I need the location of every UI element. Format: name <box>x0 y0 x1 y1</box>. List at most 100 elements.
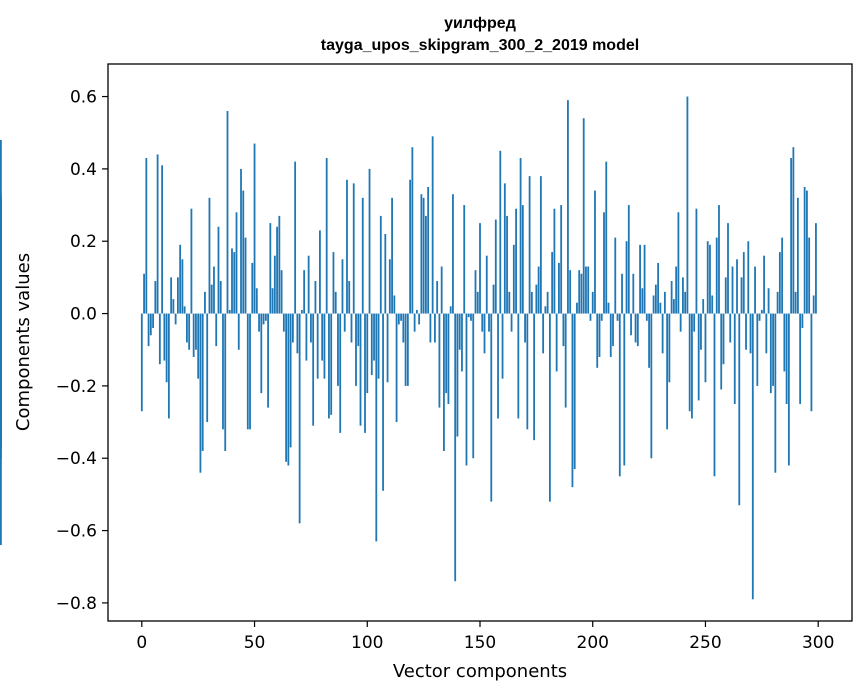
bar <box>508 291 511 314</box>
bar <box>769 313 772 394</box>
bar <box>215 313 218 347</box>
bar <box>661 313 664 354</box>
bar <box>445 313 448 394</box>
bar <box>217 226 220 314</box>
bar <box>693 313 696 332</box>
bar <box>548 313 551 502</box>
bar <box>742 252 745 314</box>
bar <box>609 313 612 357</box>
bar <box>438 313 441 408</box>
bar <box>691 313 693 419</box>
bar <box>163 313 166 361</box>
bar <box>404 313 407 386</box>
bar <box>449 306 452 314</box>
bar <box>186 313 188 343</box>
bar <box>352 183 355 314</box>
bar <box>578 270 581 314</box>
bar <box>434 313 436 343</box>
bar <box>537 266 540 314</box>
bar <box>682 277 684 314</box>
bar <box>253 143 256 314</box>
bar <box>506 215 508 314</box>
bar <box>812 295 815 314</box>
bar <box>386 313 389 383</box>
bar <box>481 313 484 332</box>
bar <box>720 313 723 390</box>
bar <box>357 313 360 347</box>
bar <box>244 237 247 314</box>
bar <box>237 313 240 350</box>
bar <box>634 313 637 343</box>
bar <box>436 281 439 314</box>
bar <box>607 302 610 314</box>
bar <box>589 313 592 321</box>
x-tick-label: 50 <box>244 633 266 653</box>
bar <box>267 313 269 408</box>
bar <box>319 230 321 314</box>
bar <box>323 313 326 379</box>
bar <box>262 313 265 325</box>
bar <box>328 313 330 419</box>
bar <box>154 281 157 314</box>
bar <box>260 313 263 394</box>
bar <box>657 262 660 314</box>
x-tick-label: 150 <box>464 633 496 653</box>
bar <box>452 194 454 314</box>
bar <box>605 161 608 314</box>
bar <box>573 313 576 470</box>
bar <box>269 223 272 314</box>
bar <box>341 259 344 314</box>
bar <box>754 266 756 314</box>
bar <box>393 295 396 314</box>
bar <box>271 288 274 314</box>
bar <box>517 313 520 419</box>
bar <box>546 291 549 314</box>
bar <box>170 277 173 314</box>
bar <box>528 176 531 314</box>
bar <box>233 252 236 314</box>
bar <box>539 176 542 314</box>
bar <box>806 190 808 314</box>
bar <box>760 309 763 314</box>
bar <box>810 313 813 412</box>
bar <box>751 313 754 600</box>
bar <box>258 313 260 332</box>
bar <box>711 295 714 314</box>
bar <box>285 313 288 462</box>
bar <box>765 313 768 354</box>
bar <box>558 262 560 314</box>
bar <box>181 259 184 314</box>
bar <box>375 313 378 542</box>
bar <box>677 212 680 314</box>
bar <box>650 313 653 459</box>
bar <box>158 313 161 365</box>
bar <box>242 190 245 314</box>
bar <box>648 313 650 368</box>
bar <box>733 313 736 404</box>
bar <box>179 244 182 314</box>
bar <box>524 313 526 343</box>
bar <box>729 313 732 343</box>
bar <box>431 136 434 314</box>
bar <box>190 208 193 314</box>
bar <box>756 313 759 386</box>
bar <box>718 205 720 314</box>
bar <box>603 212 605 314</box>
bar <box>379 215 382 314</box>
bar <box>702 299 705 314</box>
bar <box>147 313 150 347</box>
bar <box>715 237 718 314</box>
bar <box>346 179 348 314</box>
bar <box>627 205 630 314</box>
bar <box>587 266 590 314</box>
bar <box>783 313 786 372</box>
bar <box>0 313 2 430</box>
bar <box>420 194 423 314</box>
bar <box>688 313 691 412</box>
bar <box>240 168 242 314</box>
bar <box>282 313 285 332</box>
bar <box>526 313 529 430</box>
bar <box>255 288 258 314</box>
bar <box>724 277 727 314</box>
y-tick-label: 0.2 <box>70 232 97 252</box>
